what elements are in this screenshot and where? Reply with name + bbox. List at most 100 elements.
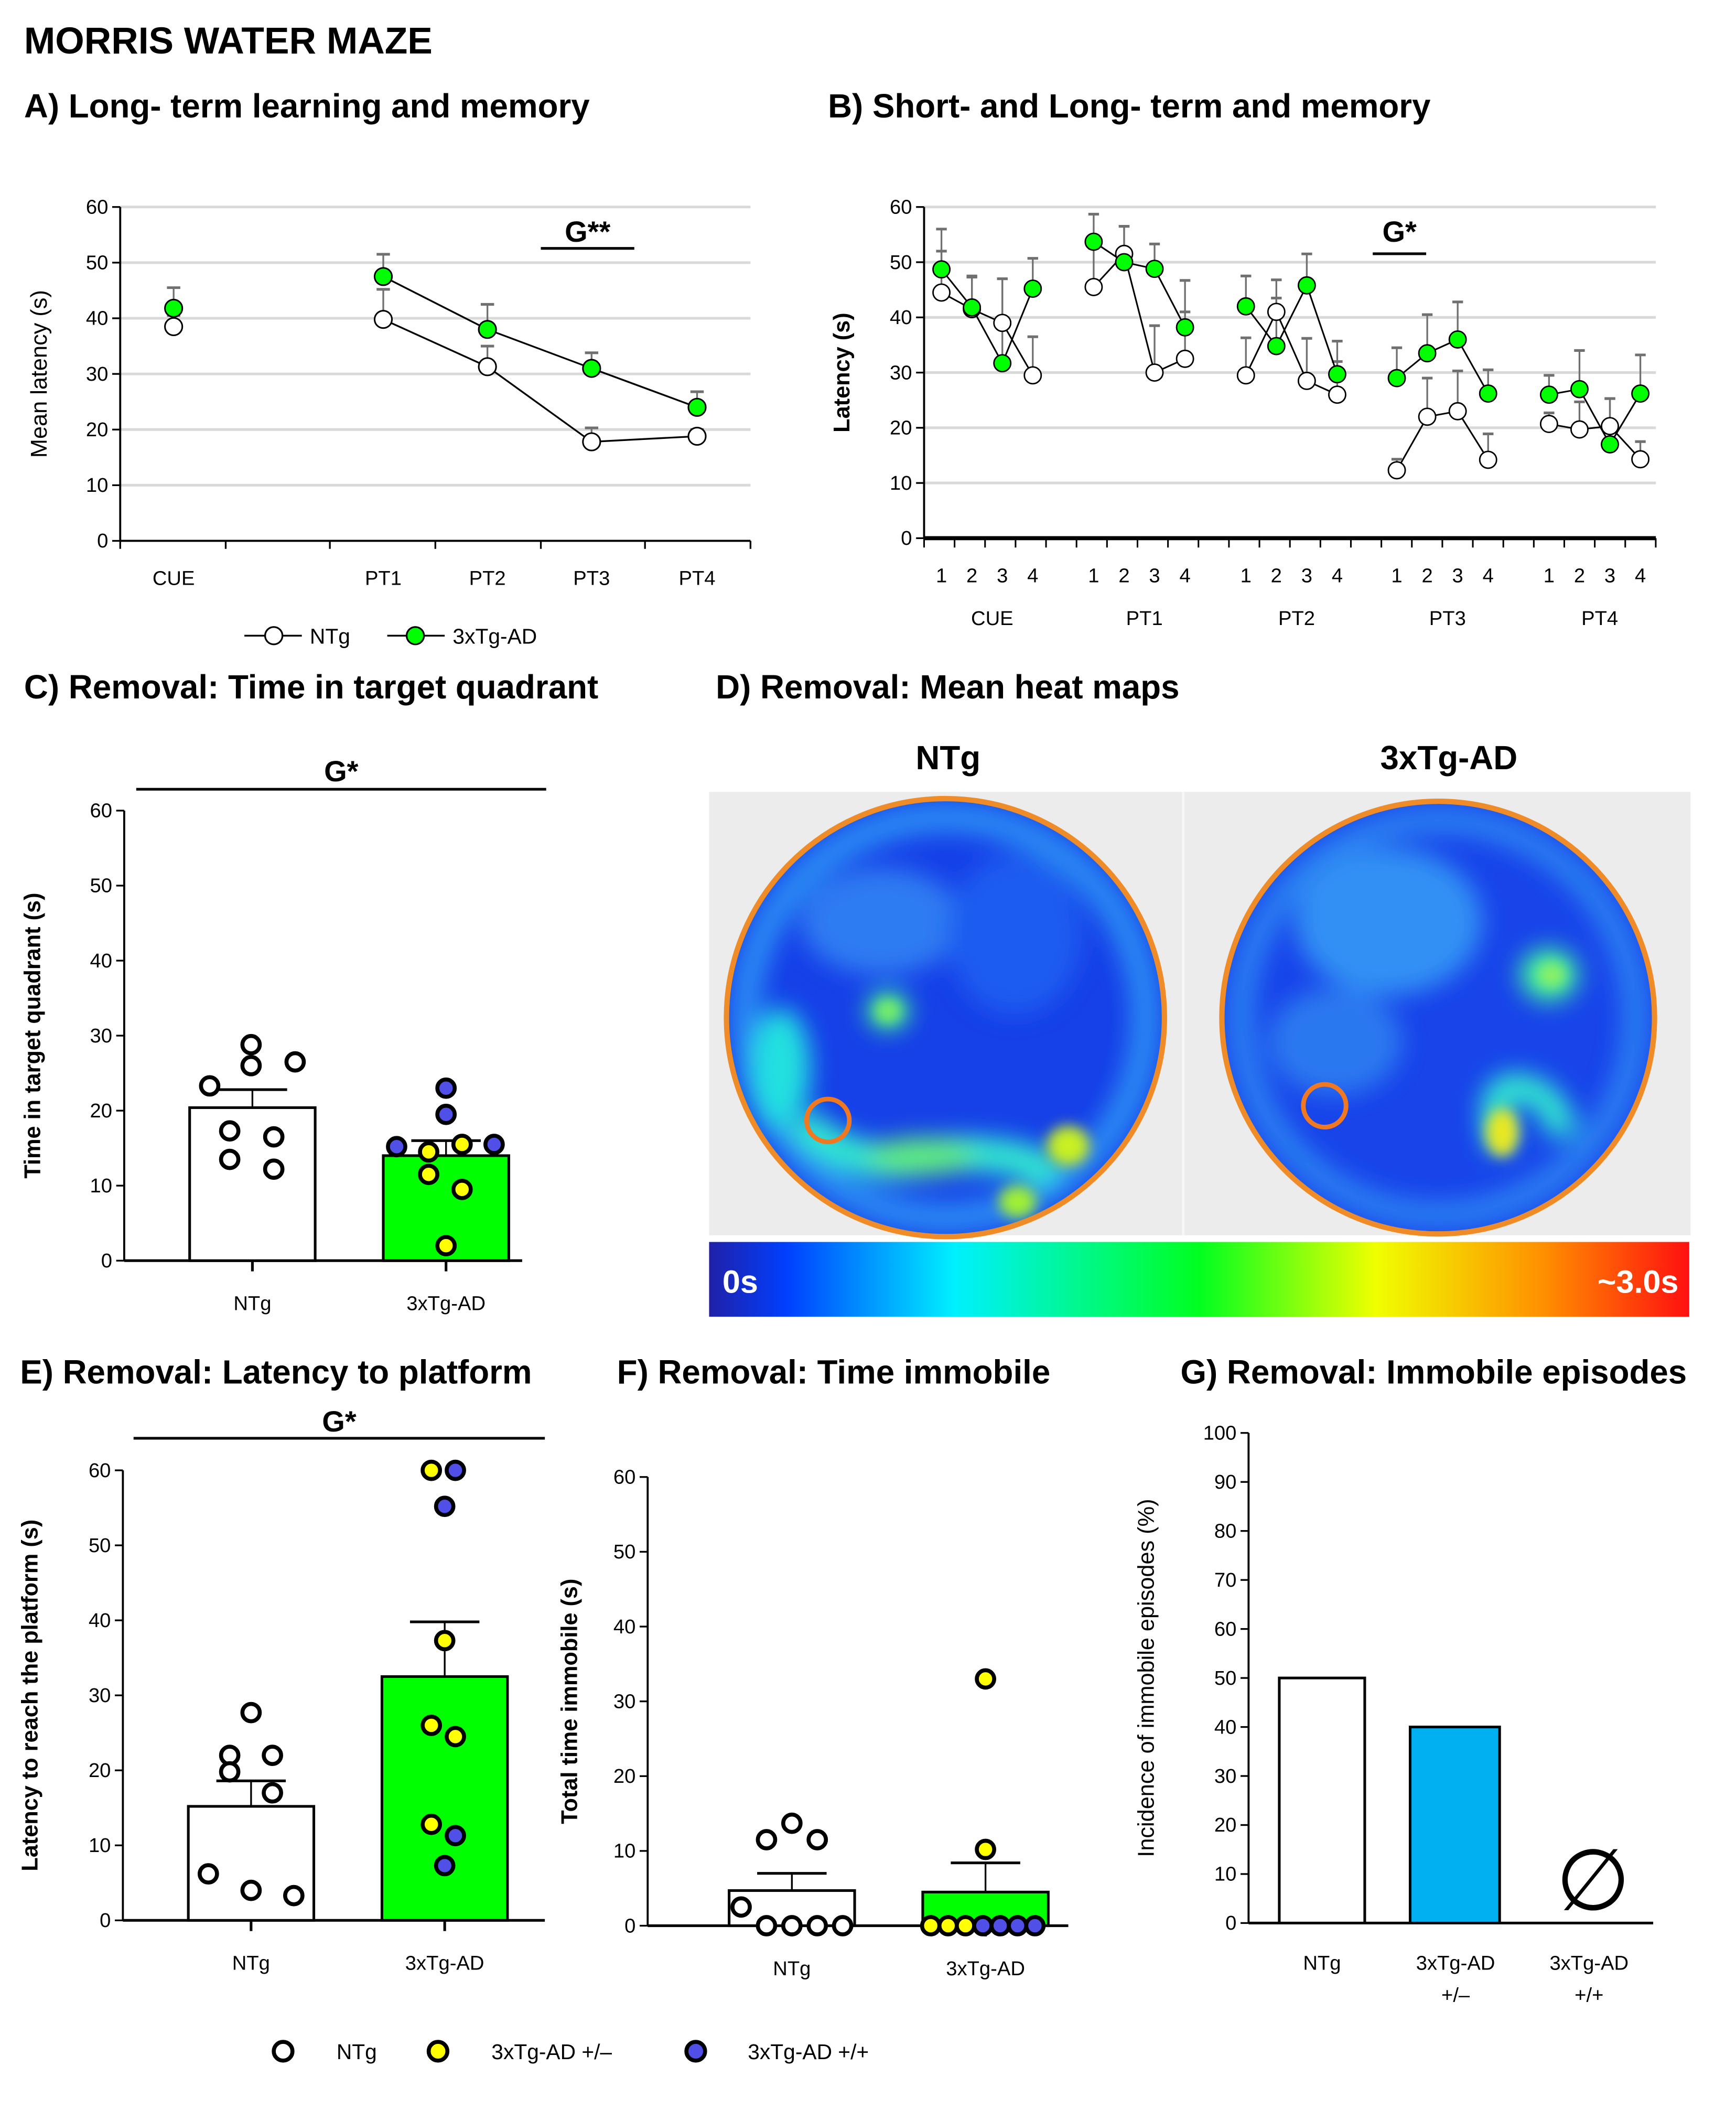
x-tick-label: NTg bbox=[233, 1292, 271, 1315]
y-tick-label: 40 bbox=[86, 307, 108, 330]
data-point-NTg bbox=[197, 1863, 219, 1885]
x-tick-label: 2 bbox=[1271, 564, 1282, 587]
significance-label: G* bbox=[1382, 215, 1417, 248]
series-line-3xTg-AD bbox=[1396, 338, 1489, 394]
data-point-3xTg-AD bbox=[1023, 279, 1042, 298]
group-label: PT3 bbox=[1429, 607, 1466, 630]
group-label: PT2 bbox=[1278, 607, 1315, 630]
y-tick-label: 60 bbox=[613, 1466, 635, 1489]
data-point-3xTg-AD bbox=[1539, 385, 1558, 404]
x-tick-label: PT4 bbox=[678, 567, 715, 590]
panel-c-title: C) Removal: Time in target quadrant bbox=[24, 669, 598, 706]
y-tick-label: 0 bbox=[901, 527, 912, 550]
heatmap-label-3xtg: 3xTg-AD bbox=[1381, 739, 1518, 777]
y-tick-label: 10 bbox=[890, 472, 912, 494]
data-point-NTg bbox=[262, 1745, 283, 1767]
series-line-NTg bbox=[383, 318, 697, 443]
data-point-3xTg-AD bbox=[582, 359, 601, 378]
series-line-NTg bbox=[1093, 252, 1185, 374]
x-tick-label: 4 bbox=[1179, 564, 1190, 587]
data-point-3xTg-AD bbox=[1267, 337, 1286, 356]
y-axis-label: Mean latency (s) bbox=[27, 290, 52, 458]
data-point-3xTg-AD bbox=[1145, 260, 1164, 278]
data-point-3xTg-AD bbox=[478, 320, 497, 339]
y-tick-label: 10 bbox=[86, 474, 108, 497]
y-tick-label: 10 bbox=[613, 1840, 635, 1863]
data-point-NTg bbox=[1084, 277, 1103, 296]
data-point-3xTg-AD bbox=[1570, 380, 1589, 399]
x-tick-label: NTg bbox=[1303, 1952, 1341, 1975]
data-point-3xTg-AD bbox=[1084, 232, 1103, 251]
platform-marker-ntg bbox=[804, 1096, 852, 1145]
data-point-NTg bbox=[1297, 371, 1316, 390]
data-point-3xTg-AD bbox=[993, 354, 1012, 373]
series-line-3xTg-AD bbox=[383, 275, 698, 408]
y-tick-label: 80 bbox=[1214, 1520, 1236, 1542]
panel-c-chart: 0 10 20 30 40 50 60 Time in target quadrant (s)… bbox=[20, 755, 546, 1315]
data-point-NTg bbox=[582, 432, 601, 451]
data-point-NTg bbox=[219, 1761, 241, 1783]
panel-d-title: D) Removal: Mean heat maps bbox=[716, 669, 1179, 706]
data-point-3xTg-AD- bbox=[386, 1136, 407, 1158]
significance-label: G* bbox=[324, 755, 359, 788]
legend-dot-label-ntg: NTg bbox=[337, 2040, 377, 2064]
legend-marker-3xtg bbox=[405, 626, 425, 645]
data-point-NTg bbox=[1267, 303, 1286, 321]
data-point-3xTg-AD- bbox=[434, 1855, 456, 1877]
data-point-3xTg-AD bbox=[1418, 344, 1437, 363]
data-point-3xTg-AD bbox=[932, 260, 951, 279]
y-tick-label: 0 bbox=[100, 1909, 111, 1932]
series-line-NTg bbox=[1245, 310, 1338, 396]
data-point-NTg bbox=[730, 1896, 752, 1918]
legend-dot-label-hom: 3xTg-AD +/+ bbox=[748, 2040, 869, 2064]
y-axis-label: Latency (s) bbox=[829, 313, 855, 433]
y-tick-label: 60 bbox=[1214, 1618, 1236, 1640]
y-tick-label: 20 bbox=[613, 1765, 635, 1788]
y-tick-label: 50 bbox=[890, 251, 912, 274]
legend-dots: NTg 3xTg-AD +/– 3xTg-AD +/+ bbox=[272, 2040, 869, 2064]
data-point-NTg bbox=[806, 1829, 828, 1850]
series-line-3xTg-AD bbox=[1549, 388, 1641, 446]
data-point-3xTg-AD- bbox=[434, 1630, 456, 1652]
y-tick-label: 50 bbox=[86, 252, 108, 274]
y-axis-label: Time in target quadrant (s) bbox=[20, 893, 45, 1179]
y-tick-label: 20 bbox=[89, 1759, 111, 1782]
y-tick-label: 0 bbox=[1225, 1912, 1236, 1934]
x-tick-label: 4 bbox=[1027, 564, 1038, 587]
panel-g-title: G) Removal: Immobile episodes bbox=[1180, 1354, 1687, 1391]
data-point-NTg bbox=[373, 310, 393, 329]
data-point-3xTg-AD- bbox=[975, 1668, 996, 1690]
panel-d-heatmaps: NTg 3xTg-AD bbox=[709, 739, 1691, 1317]
x-tick-label: 2 bbox=[1421, 564, 1432, 587]
data-point-NTg bbox=[932, 283, 951, 302]
group-label: PT1 bbox=[1126, 607, 1163, 630]
x-tick-label: +/– bbox=[1441, 1984, 1470, 2007]
data-point-3xTg-AD- bbox=[483, 1134, 505, 1155]
y-tick-label: 60 bbox=[86, 196, 108, 218]
data-point-NTg bbox=[1418, 407, 1437, 426]
x-tick-label: NTg bbox=[773, 1957, 811, 1980]
legend-dot-het bbox=[426, 2040, 450, 2063]
data-point-3xTg-AD bbox=[373, 267, 393, 286]
x-tick-label: 3xTg-AD bbox=[405, 1952, 484, 1975]
y-tick-label: 30 bbox=[89, 1684, 111, 1707]
x-tick-label: 1 bbox=[1241, 564, 1252, 587]
colorbar-max-label: ~3.0s bbox=[1598, 1264, 1679, 1299]
series-line-3xTg-AD bbox=[941, 268, 1034, 365]
y-tick-label: 0 bbox=[101, 1250, 112, 1272]
heatmap-ntg bbox=[726, 799, 1164, 1237]
x-tick-label: 3 bbox=[1452, 564, 1463, 587]
data-point-NTg bbox=[1145, 363, 1164, 382]
data-point-NTg bbox=[263, 1126, 285, 1148]
x-tick-label: 3xTg-AD bbox=[946, 1957, 1025, 1980]
bar-3xTg-AD +/– bbox=[1408, 1726, 1501, 1924]
data-point-3xTg-AD- bbox=[937, 1915, 959, 1936]
data-point-NTg bbox=[240, 1702, 262, 1724]
data-point-3xTg-AD bbox=[1479, 384, 1497, 403]
panel-e-chart: 0 10 20 30 40 50 60 Latency to reach the platfo… bbox=[17, 1405, 545, 1975]
data-point-3xTg-AD- bbox=[418, 1164, 439, 1186]
series-line-NTg bbox=[1549, 423, 1641, 460]
x-tick-label: PT1 bbox=[365, 567, 402, 590]
x-tick-label: 3 bbox=[997, 564, 1008, 587]
y-tick-label: 20 bbox=[890, 417, 912, 439]
